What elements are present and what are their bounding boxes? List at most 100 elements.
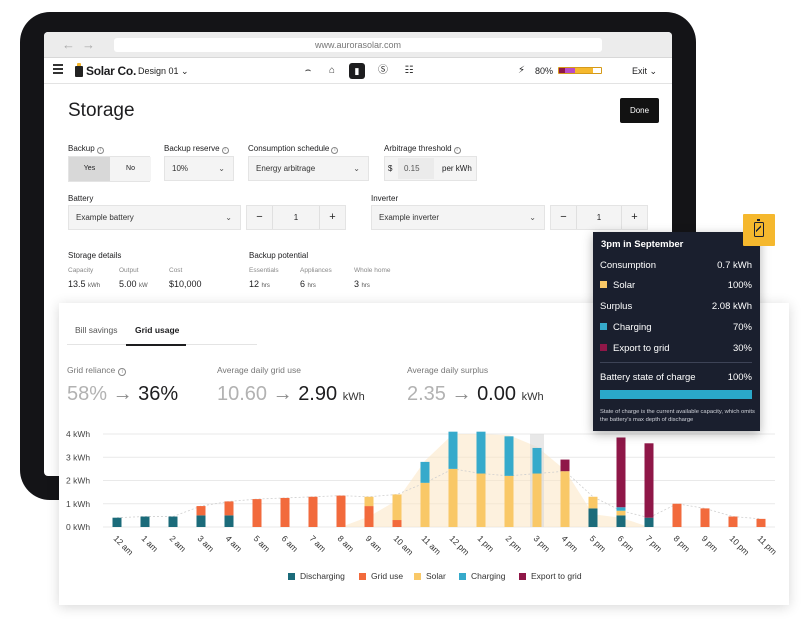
consumption-schedule-select[interactable]: Energy arbitrage ⌄: [248, 156, 369, 181]
battery-quantity-stepper[interactable]: − 1 +: [246, 205, 346, 230]
x-tick-label: 7 pm: [644, 533, 664, 553]
tooltip-divider: [600, 362, 752, 363]
page-title: Storage: [68, 100, 135, 121]
consumption-line: [116, 468, 762, 520]
battery-icon[interactable]: ▮: [349, 63, 365, 79]
capacity-label: Capacity: [68, 267, 94, 274]
tab-bill-savings[interactable]: Bill savings: [75, 325, 118, 335]
cost-label: Cost: [169, 267, 183, 274]
y-tick-label: 2 kWh: [66, 476, 90, 486]
backup-reserve-label: Backup reserve i: [164, 144, 229, 154]
brand-logo-icon: [75, 63, 83, 77]
arbitrage-unit: per kWh: [442, 164, 472, 173]
battery-label: Battery: [68, 194, 94, 203]
legend-grid-use: Grid use: [359, 571, 403, 581]
tooltip-title: 3pm in September: [601, 239, 684, 250]
soc-bar: [600, 390, 752, 399]
x-tick-label: 1 pm: [476, 533, 496, 553]
info-icon: i: [331, 147, 339, 154]
essentials-value: 12 hrs: [249, 279, 270, 289]
x-tick-label: 4 pm: [560, 533, 580, 553]
backup-label: Backup i: [68, 144, 104, 154]
backup-yes-option[interactable]: Yes: [69, 157, 110, 181]
exit-button[interactable]: Exit ⌄: [632, 66, 658, 76]
back-icon[interactable]: ←: [62, 37, 75, 52]
avg-surplus-label: Average daily surplus: [407, 365, 489, 375]
avg-grid-use-label: Average daily grid use: [217, 365, 301, 375]
solar-production-area: [341, 434, 649, 527]
app-toolbar: Solar Co. Design 01 ⌄ ⌢ ⌂ ▮ Ⓢ ☷ ⚡ 80% Ex…: [44, 58, 672, 84]
bar-segment-charging: [616, 507, 626, 511]
currency-symbol: $: [388, 164, 393, 173]
grid-reliance-label: Grid reliance i: [67, 365, 127, 376]
x-tick-label: 5 pm: [588, 533, 608, 553]
info-icon: i: [221, 147, 229, 154]
decrement-button[interactable]: −: [247, 206, 273, 229]
x-tick-label: 4 am: [224, 533, 244, 553]
x-tick-label: 5 am: [252, 533, 272, 553]
backup-reserve-select[interactable]: 10% ⌄: [164, 156, 234, 181]
chevron-down-icon: ⌄: [529, 213, 536, 222]
capacity-value: 13.5 kWh: [68, 279, 101, 289]
battery-percent: 80%: [535, 66, 554, 76]
decrement-button[interactable]: −: [551, 206, 577, 229]
battery-quantity[interactable]: 1: [293, 213, 299, 222]
forward-icon[interactable]: →: [82, 37, 95, 52]
bar-segment-grid-use: [392, 520, 402, 527]
grid-usage-chart: 0 kWh 1 kWh 2 kWh 3 kWh 4 kWh 12 am 1 am 2 am 3 …: [66, 429, 779, 557]
hour-tooltip: 3pm in September Consumption 0.7 kWh Sola…: [593, 232, 760, 431]
tab-grid-usage[interactable]: Grid usage: [135, 325, 180, 335]
info-icon: i: [96, 147, 104, 154]
increment-button[interactable]: +: [319, 206, 345, 229]
backup-toggle[interactable]: Yes No: [68, 156, 151, 182]
bar-segment-solar: [560, 471, 570, 527]
arbitrage-threshold-field[interactable]: $ 0.15 per kWh: [384, 156, 477, 181]
x-tick-label: 1 am: [140, 533, 160, 553]
bar-segment-discharging: [616, 515, 626, 527]
design-selector[interactable]: Design 01 ⌄: [138, 66, 189, 76]
done-button[interactable]: Done: [620, 98, 659, 123]
x-tick-label: 12 am: [112, 533, 136, 557]
arbitrage-threshold-input[interactable]: 0.15: [398, 158, 434, 179]
bar-segment-solar: [616, 510, 626, 516]
x-tick-label: 12 pm: [448, 533, 472, 557]
avg-grid-use-value: 10.60 → 2.90 kWh: [217, 383, 365, 405]
inverter-quantity-stepper[interactable]: − 1 +: [550, 205, 648, 230]
bar-segment-grid-use: [224, 501, 234, 516]
dollar-icon[interactable]: Ⓢ: [378, 65, 388, 76]
hamburger-menu-icon[interactable]: [53, 64, 63, 74]
increment-button[interactable]: +: [621, 206, 647, 229]
storage-details-title: Storage details: [68, 251, 122, 260]
bar-segment-discharging: [224, 515, 234, 527]
info-icon: i: [453, 147, 461, 154]
x-tick-label: 7 am: [308, 533, 328, 553]
ruler-icon[interactable]: ⌢: [304, 65, 312, 76]
x-tick-label: 8 pm: [672, 533, 692, 553]
bar-segment-charging: [448, 431, 458, 469]
document-icon[interactable]: ☷: [404, 65, 414, 76]
cost-value: $10,000: [169, 279, 202, 289]
tooltip-surplus: Surplus 2.08 kWh: [600, 301, 752, 312]
home-icon[interactable]: ⌂: [328, 65, 336, 76]
chevron-down-icon: ⌄: [353, 164, 360, 173]
backup-no-option[interactable]: No: [110, 157, 151, 181]
bar-segment-export-to-grid: [560, 459, 570, 472]
bolt-icon: ⚡: [518, 65, 526, 76]
appliances-label: Appliances: [300, 267, 332, 274]
bar-segment-charging: [420, 461, 430, 483]
address-bar[interactable]: www.aurorasolar.com: [114, 38, 602, 52]
bar-segment-grid-use: [672, 503, 682, 527]
bar-segment-discharging: [140, 516, 150, 527]
y-tick-label: 1 kWh: [66, 499, 90, 509]
tooltip-soc: Battery state of charge 100%: [600, 372, 752, 383]
x-tick-label: 6 am: [280, 533, 300, 553]
inverter-select[interactable]: Example inverter ⌄: [371, 205, 545, 230]
bar-segment-grid-use: [252, 499, 262, 527]
bar-segment-grid-use: [336, 495, 346, 527]
battery-select[interactable]: Example battery ⌄: [68, 205, 241, 230]
inverter-quantity[interactable]: 1: [596, 213, 602, 222]
bar-segment-grid-use: [364, 506, 374, 527]
grid-reliance-value: 58% → 36%: [67, 383, 179, 405]
bar-segment-solar: [504, 475, 514, 527]
avg-surplus-value: 2.35 → 0.00 kWh: [407, 383, 544, 405]
